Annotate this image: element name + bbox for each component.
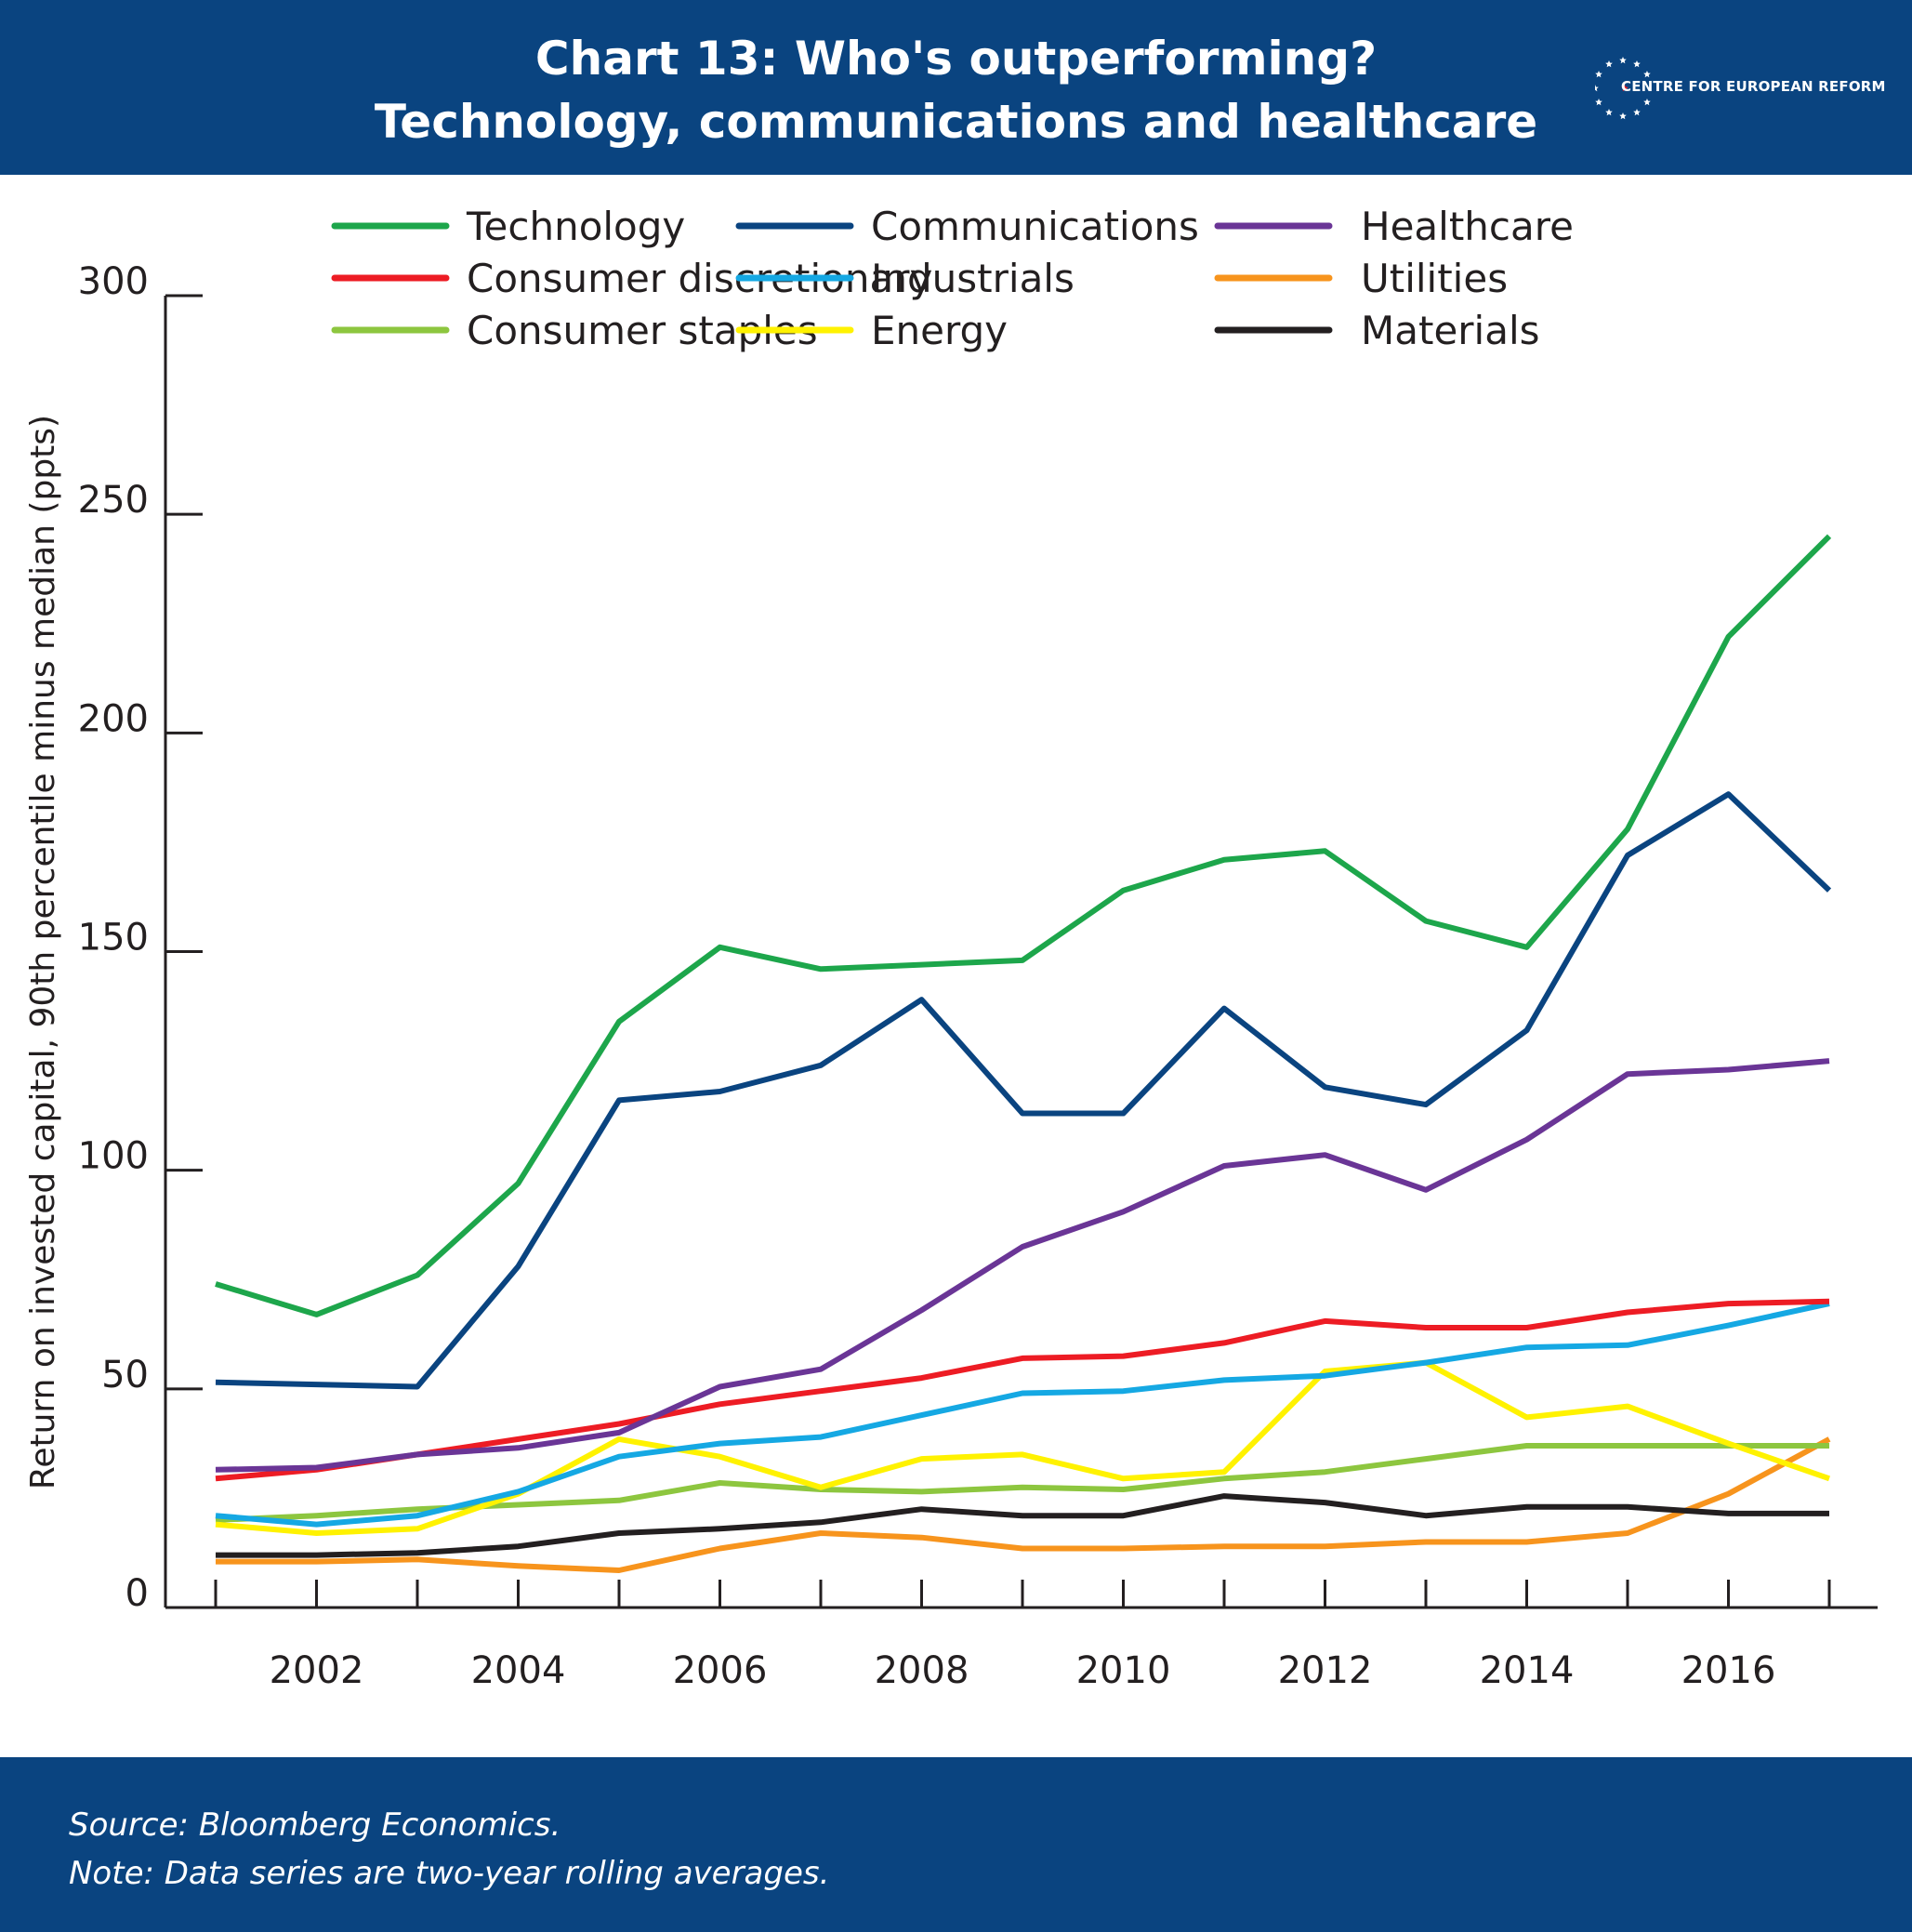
y-tick-label: 250 [78,479,149,522]
legend: Technology Communications Healthcare Consum… [331,204,1574,353]
x-tick-label: 2012 [1278,1649,1373,1692]
y-axis: 0 50 100 150 200 250 300 [78,260,203,1615]
legend-label: Technology [466,204,685,249]
chart-header [0,0,1912,175]
y-tick-label: 0 [125,1572,149,1615]
chart-title-line-1: Chart 13: Who's outperforming? [534,32,1378,86]
y-tick-label: 300 [78,260,149,303]
series-line-utilities [216,1436,1831,1573]
y-axis-title: Return on invested capital, 90th percent… [24,415,62,1489]
series-line-communications [215,791,1832,1390]
legend-label: Consumer discretionary [467,256,932,301]
y-tick-label: 50 [101,1354,149,1396]
series-line-industrials [215,1301,1830,1528]
x-tick-label: 2014 [1480,1649,1575,1692]
x-tick-label: 2016 [1681,1649,1776,1692]
series-line-energy [215,1359,1830,1536]
eu-star-ring-icon [1595,57,1651,120]
y-tick-label: 150 [78,917,149,959]
series-line-healthcare [215,1058,1830,1473]
legend-label: Communications [871,204,1199,249]
y-tick-label: 200 [78,697,149,740]
data-note: Note: Data series are two-year rolling a… [69,1855,830,1892]
x-tick-label: 2002 [270,1649,364,1692]
source-note: Source: Bloomberg Economics. [69,1806,561,1844]
y-tick-label: 100 [78,1135,149,1178]
legend-label: Industrials [871,256,1075,301]
x-tick-label: 2006 [673,1649,768,1692]
x-axis: 2002 2004 2006 2008 2010 2012 2014 2016 [165,1580,1878,1692]
series-lines [215,534,1832,1573]
legend-label: Utilities [1361,256,1508,301]
x-tick-label: 2008 [875,1649,969,1692]
series-line-consumer-discretionary [215,1298,1830,1482]
chart-footer [0,1757,1912,1932]
legend-label: Materials [1361,308,1540,353]
logo-text: CENTRE FOR EUROPEAN REFORM [1621,78,1886,95]
legend-label: Energy [871,308,1008,353]
x-tick-label: 2010 [1076,1649,1171,1692]
series-line-materials [216,1493,1829,1558]
legend-label: Healthcare [1361,204,1574,249]
x-tick-label: 2004 [471,1649,566,1692]
chart-title-line-2: Technology, communications and healthcar… [374,95,1538,149]
series-line-technology [215,534,1832,1317]
